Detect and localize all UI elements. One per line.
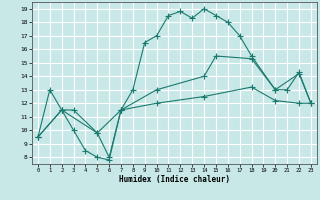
X-axis label: Humidex (Indice chaleur): Humidex (Indice chaleur) bbox=[119, 175, 230, 184]
